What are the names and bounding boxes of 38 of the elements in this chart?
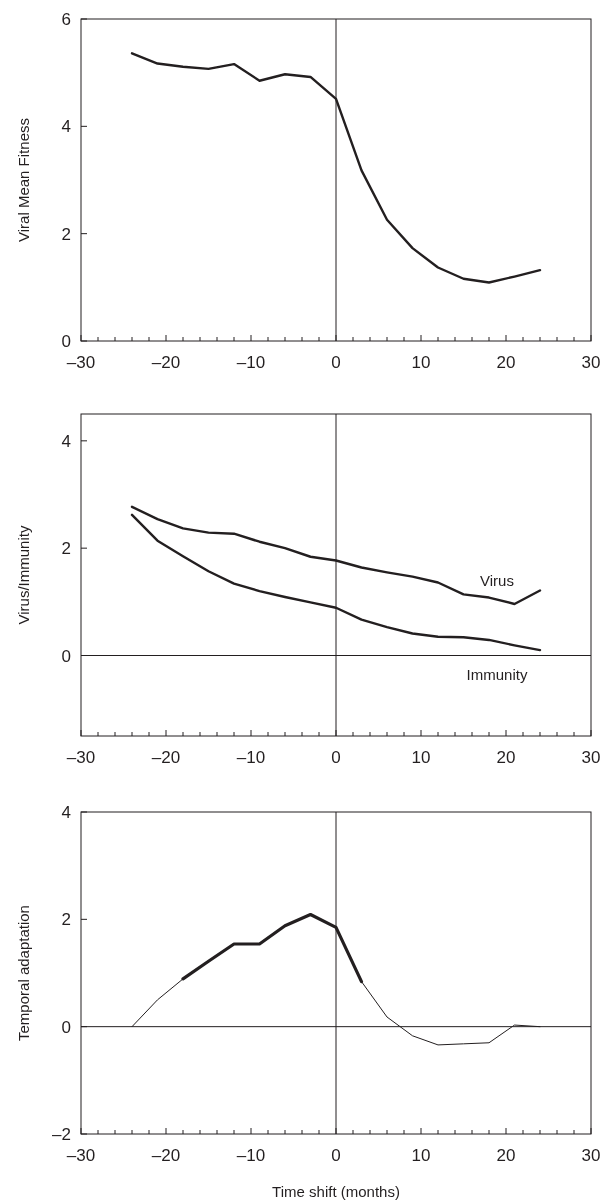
x-tick-label: 20 (496, 1146, 516, 1165)
y-tick-label: 2 (61, 224, 71, 244)
y-axis-title: Temporal adaptation (15, 905, 32, 1041)
x-tick-label: 30 (581, 1146, 601, 1165)
y-tick-label: 4 (61, 803, 71, 822)
y-axis-title: Virus/Immunity (15, 525, 32, 625)
x-tick-label: –20 (151, 748, 181, 767)
x-tick-label: –20 (151, 353, 181, 372)
y-tick-label: 0 (61, 332, 71, 351)
x-tick-label: 10 (411, 353, 431, 372)
x-tick-label: 20 (496, 353, 516, 372)
y-tick-label: 2 (61, 910, 71, 930)
x-tick-label: –20 (151, 1146, 181, 1165)
x-tick-label: –10 (236, 1146, 266, 1165)
x-tick-label: 30 (581, 353, 601, 372)
series-label: Immunity (466, 665, 528, 683)
x-tick-label: –10 (236, 353, 266, 372)
series-label: Virus (480, 571, 514, 589)
y-tick-label: –2 (52, 1125, 71, 1144)
y-tick-label: 2 (61, 539, 71, 559)
x-tick-label: 0 (331, 353, 341, 372)
x-tick-label: 30 (581, 748, 601, 767)
y-tick-label: 4 (61, 431, 71, 451)
x-tick-label: 10 (411, 1146, 431, 1165)
y-axis-title: Viral Mean Fitness (15, 118, 32, 242)
y-tick-label: 0 (61, 646, 71, 666)
x-tick-label: 10 (411, 748, 431, 767)
x-tick-label: 0 (331, 1146, 341, 1165)
x-tick-label: –10 (236, 748, 266, 767)
y-tick-label: 6 (61, 10, 71, 29)
y-tick-label: 4 (61, 117, 71, 137)
x-axis-title: Time shift (months) (272, 1183, 400, 1200)
y-tick-label: 0 (61, 1017, 71, 1037)
x-tick-label: –30 (66, 748, 96, 767)
x-tick-label: 20 (496, 748, 516, 767)
x-tick-label: 0 (331, 748, 341, 767)
x-tick-label: –30 (66, 353, 96, 372)
x-tick-label: –30 (66, 1146, 96, 1165)
